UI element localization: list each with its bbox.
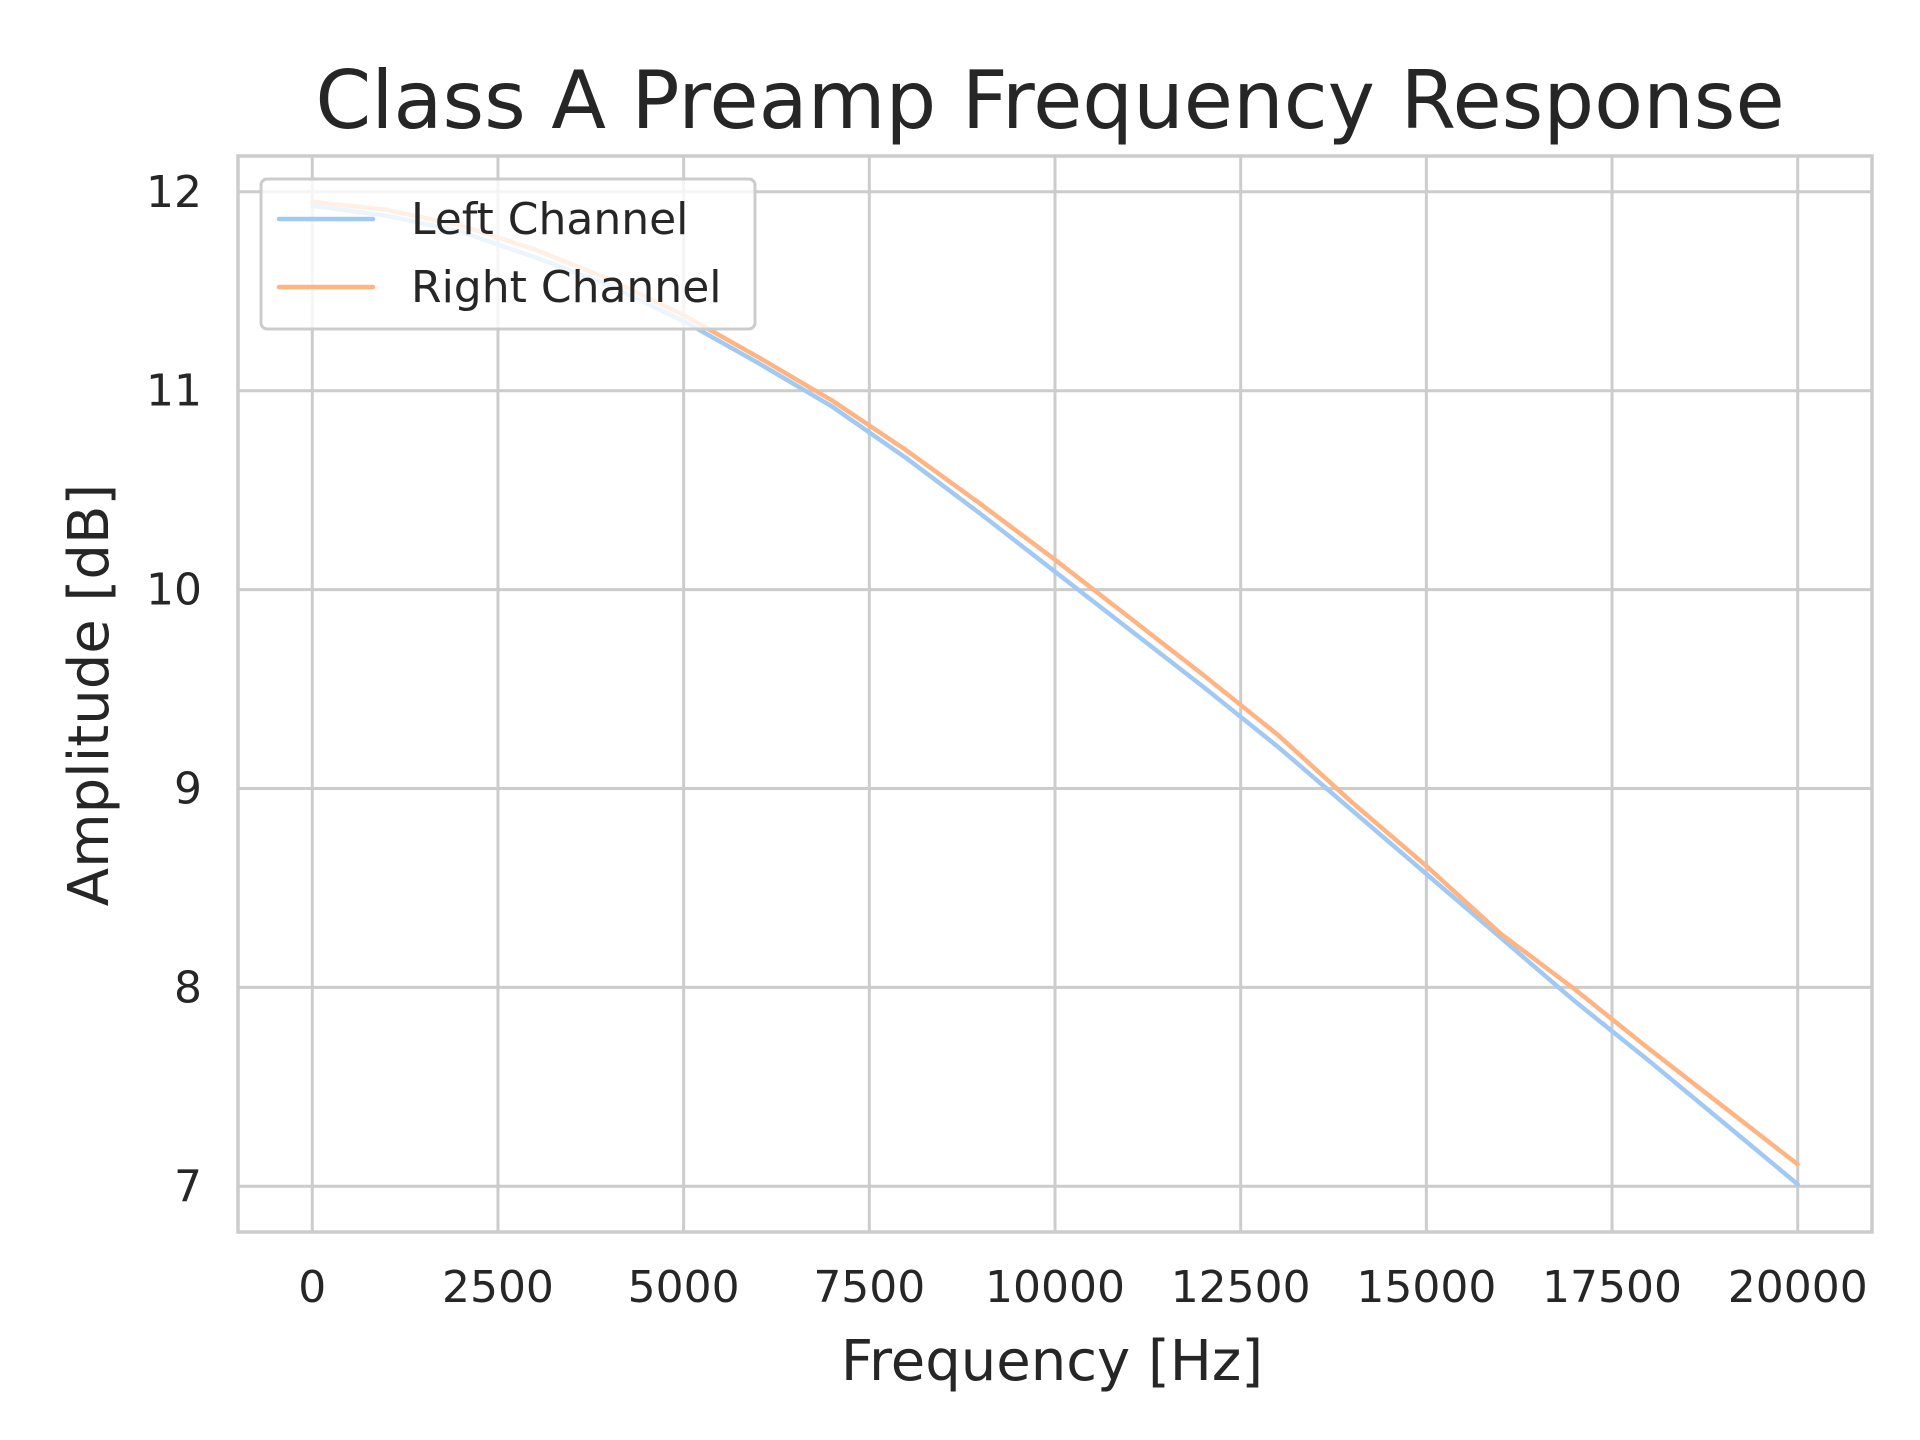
y-tick-label: 9 <box>174 763 202 814</box>
y-tick-label: 8 <box>174 962 202 1013</box>
plot-frame <box>236 154 1874 1234</box>
grid <box>238 156 1872 1232</box>
x-tick-label: 20000 <box>1728 1262 1868 1313</box>
y-tick-label: 11 <box>146 366 202 417</box>
y-tick-label: 10 <box>146 565 202 616</box>
x-tick-label: 7500 <box>813 1262 925 1313</box>
x-tick-label: 5000 <box>628 1262 740 1313</box>
x-tick-label: 17500 <box>1542 1262 1682 1313</box>
y-tick-label: 12 <box>146 167 202 218</box>
x-tick-label: 12500 <box>1171 1262 1311 1313</box>
x-tick-label: 2500 <box>442 1262 554 1313</box>
x-tick-label: 0 <box>298 1262 326 1313</box>
x-tick-label: 10000 <box>985 1262 1125 1313</box>
legend-label: Left Channel <box>411 194 688 245</box>
y-tick-label: 7 <box>174 1161 202 1212</box>
x-tick-label: 15000 <box>1356 1262 1496 1313</box>
x-tick-labels: 0 2500 5000 7500 10000 12500 15000 17500 20000 <box>298 1262 1867 1313</box>
x-axis-label: Frequency [Hz] <box>841 1329 1263 1394</box>
legend: Left Channel Right Channel <box>259 177 757 331</box>
chart-title: Class A Preamp Frequency Response <box>315 54 1784 147</box>
legend-label: Right Channel <box>411 262 722 313</box>
y-tick-labels: 7 8 9 10 11 12 <box>146 167 202 1212</box>
y-axis-label: Amplitude [dB] <box>57 484 122 906</box>
legend-box <box>259 177 757 331</box>
